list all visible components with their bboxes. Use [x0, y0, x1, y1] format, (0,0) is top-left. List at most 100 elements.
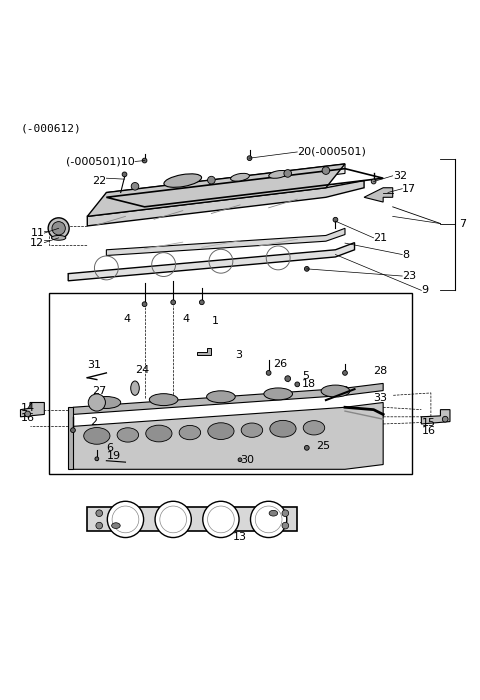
Text: 18: 18 [302, 379, 316, 389]
Circle shape [203, 501, 239, 538]
Circle shape [343, 370, 348, 375]
Text: 4: 4 [183, 314, 190, 324]
Text: 17: 17 [402, 183, 416, 194]
Text: 30: 30 [240, 455, 254, 465]
Text: (-000612): (-000612) [21, 123, 81, 133]
Text: 15: 15 [421, 417, 435, 428]
Circle shape [142, 302, 147, 307]
Ellipse shape [84, 428, 110, 444]
Circle shape [322, 167, 330, 174]
Text: 32: 32 [393, 171, 407, 181]
Polygon shape [107, 228, 345, 256]
Text: 16: 16 [421, 426, 435, 436]
Text: 22: 22 [92, 176, 107, 186]
Text: 8: 8 [402, 250, 409, 260]
Circle shape [284, 169, 291, 177]
Circle shape [199, 300, 204, 304]
Circle shape [304, 445, 309, 450]
Polygon shape [68, 407, 73, 469]
Text: 23: 23 [402, 271, 416, 281]
Ellipse shape [206, 391, 235, 402]
Circle shape [122, 172, 127, 177]
Circle shape [25, 411, 31, 416]
Ellipse shape [321, 385, 350, 397]
Ellipse shape [270, 421, 296, 437]
Circle shape [52, 222, 65, 235]
Text: 14: 14 [21, 403, 35, 413]
Text: 4: 4 [123, 314, 130, 324]
Text: 11: 11 [30, 228, 44, 238]
Text: 5: 5 [302, 371, 309, 382]
Circle shape [251, 501, 287, 538]
Text: 19: 19 [107, 451, 120, 461]
Ellipse shape [303, 421, 324, 435]
Polygon shape [73, 402, 383, 469]
Ellipse shape [230, 174, 250, 181]
Circle shape [238, 458, 242, 462]
Text: 31: 31 [88, 360, 102, 370]
Polygon shape [21, 402, 44, 416]
Circle shape [131, 183, 139, 190]
Polygon shape [364, 188, 393, 202]
Circle shape [88, 394, 106, 411]
Text: 12: 12 [30, 237, 44, 248]
Polygon shape [107, 164, 345, 202]
Text: 1: 1 [211, 316, 218, 326]
Text: 25: 25 [316, 442, 331, 452]
Text: 13: 13 [233, 532, 247, 542]
Ellipse shape [117, 428, 139, 442]
Ellipse shape [264, 388, 292, 400]
Text: (-000501)10: (-000501)10 [66, 157, 135, 167]
Ellipse shape [179, 426, 201, 440]
Text: 2: 2 [90, 416, 97, 426]
Circle shape [71, 428, 75, 433]
Circle shape [171, 300, 176, 304]
Ellipse shape [269, 171, 288, 178]
Text: 9: 9 [421, 286, 429, 295]
Ellipse shape [131, 381, 139, 395]
Circle shape [295, 382, 300, 386]
Circle shape [95, 457, 99, 461]
Ellipse shape [51, 235, 66, 240]
Circle shape [108, 501, 144, 538]
Polygon shape [87, 181, 364, 226]
Ellipse shape [146, 425, 172, 442]
Text: 20(-000501): 20(-000501) [297, 147, 366, 157]
Text: 21: 21 [373, 233, 388, 243]
Circle shape [247, 156, 252, 160]
Text: 29: 29 [336, 386, 350, 396]
Circle shape [266, 370, 271, 375]
Text: 24: 24 [135, 365, 149, 375]
Text: 26: 26 [274, 359, 288, 370]
Polygon shape [87, 508, 297, 531]
Circle shape [443, 416, 448, 422]
Bar [49, 293, 412, 474]
Circle shape [371, 179, 376, 184]
Text: 6: 6 [107, 443, 113, 453]
Polygon shape [197, 348, 211, 355]
Circle shape [282, 510, 288, 517]
Ellipse shape [241, 423, 263, 438]
Ellipse shape [269, 510, 278, 516]
Polygon shape [68, 243, 355, 281]
Ellipse shape [112, 523, 120, 528]
Text: 33: 33 [373, 393, 388, 402]
Circle shape [142, 158, 147, 163]
Polygon shape [421, 410, 450, 424]
Circle shape [285, 376, 290, 382]
Polygon shape [87, 164, 345, 216]
Text: 27: 27 [92, 386, 107, 396]
Circle shape [96, 510, 103, 517]
Ellipse shape [92, 396, 120, 409]
Polygon shape [73, 384, 383, 414]
Circle shape [304, 267, 309, 272]
Ellipse shape [208, 423, 234, 440]
Circle shape [282, 522, 288, 529]
Text: 3: 3 [235, 350, 242, 360]
Text: 7: 7 [459, 218, 467, 228]
Circle shape [48, 218, 69, 239]
Circle shape [96, 522, 103, 529]
Text: 16: 16 [21, 413, 35, 423]
Text: 28: 28 [373, 367, 388, 377]
Circle shape [207, 176, 215, 184]
